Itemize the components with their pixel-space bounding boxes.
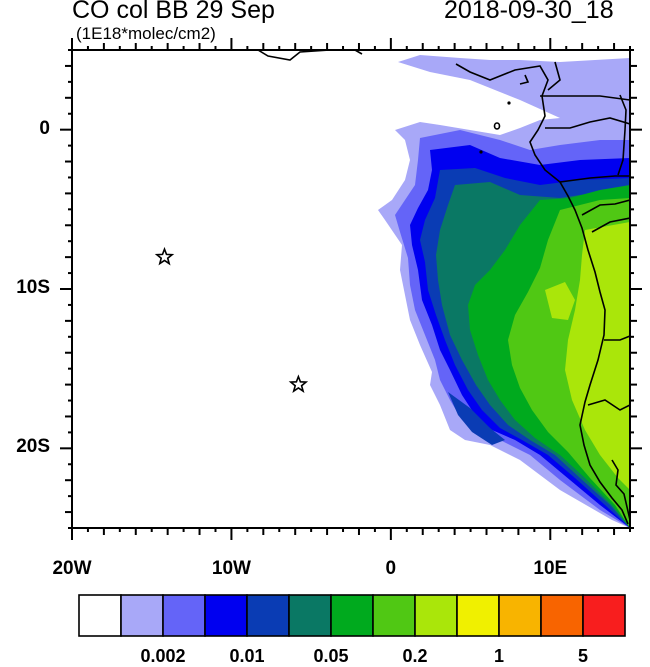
x-tick-label: 10E [533, 558, 568, 579]
colorbar-swatch [162, 594, 206, 637]
colorbar-swatch [78, 594, 122, 637]
plume-band-navy-south [448, 392, 505, 445]
star-marker [288, 374, 309, 393]
axis-ticks [60, 38, 642, 540]
map-datetime: 2018-09-30_18 [444, 0, 614, 24]
markers [154, 246, 309, 393]
x-tick-label: 10W [211, 558, 251, 579]
map-units: (1E18*molec/cm2) [76, 24, 216, 43]
colorbar-label: 0.01 [229, 646, 265, 666]
y-tick-label: 20S [16, 436, 50, 458]
colorbar-swatch [414, 594, 458, 637]
colorbar-label: 1 [493, 646, 504, 666]
colorbar-swatch [204, 594, 248, 637]
x-tick-label: 0 [385, 558, 397, 579]
map-title: CO col BB 29 Sep [72, 0, 275, 24]
colorbar-swatch [372, 594, 416, 637]
colorbar [78, 594, 626, 637]
colorbar-swatch [120, 594, 164, 637]
colorbar-swatch [540, 594, 584, 637]
plume-band-yellowgreen [565, 222, 630, 490]
coastline [257, 50, 630, 525]
colorbar-label: 0.2 [402, 646, 428, 666]
plume-band-yellowgreen-patch [545, 282, 575, 320]
y-tick-label: 10S [16, 277, 50, 298]
colorbar-label: 0.002 [140, 646, 186, 666]
colorbar-label: 5 [577, 646, 588, 666]
x-tick-label: 20W [52, 558, 92, 579]
co-column-field [257, 50, 630, 528]
colorbar-swatch [330, 594, 374, 637]
star-marker [154, 246, 175, 266]
colorbar-swatch [246, 594, 290, 637]
colorbar-label: 0.05 [313, 646, 349, 666]
colorbar-swatch [456, 594, 500, 637]
colorbar-swatch [288, 594, 332, 637]
colorbar-swatch [498, 594, 542, 637]
y-tick-label: 0 [39, 117, 50, 139]
colorbar-swatch [582, 594, 626, 637]
